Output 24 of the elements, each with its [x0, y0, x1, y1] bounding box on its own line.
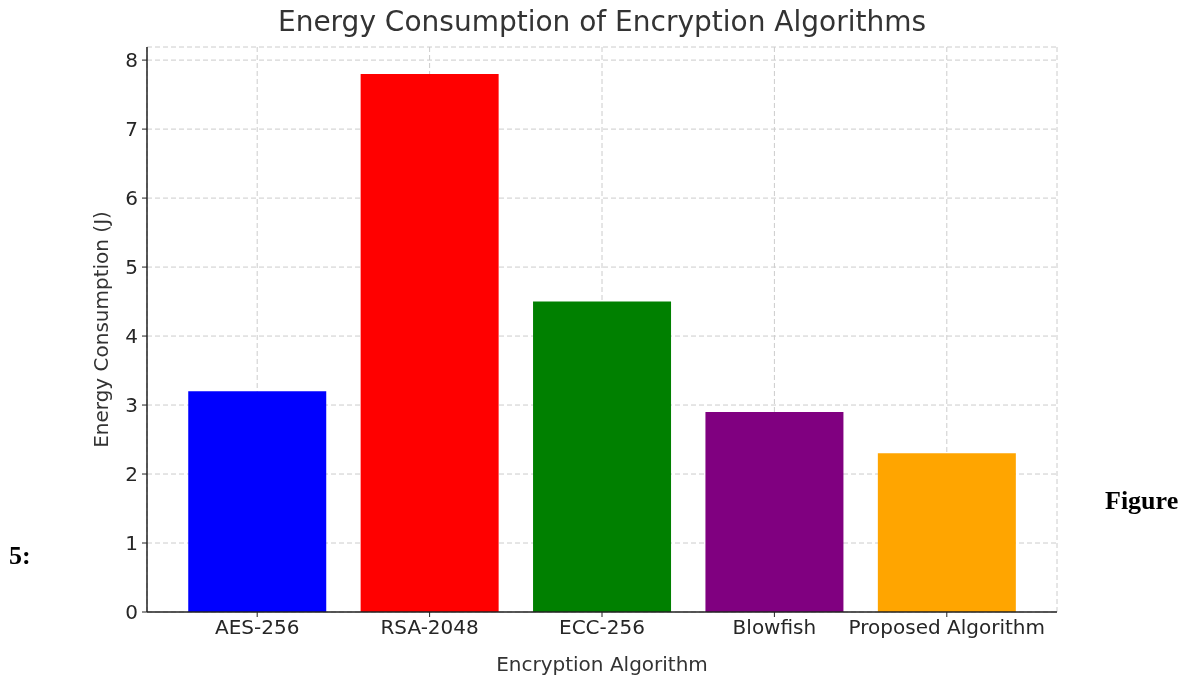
y-tick-label: 6	[125, 186, 138, 211]
bar	[533, 301, 672, 612]
y-axis-title: Energy Consumption (J)	[89, 211, 113, 448]
bar	[360, 73, 499, 612]
y-tick-label: 4	[125, 324, 138, 349]
y-tick-label: 8	[125, 48, 138, 73]
y-tick-label: 0	[125, 600, 138, 625]
y-tick-label: 7	[125, 117, 138, 142]
x-tick-label: RSA-2048	[380, 615, 479, 640]
y-tick-label: 3	[125, 393, 138, 418]
y-tick-label: 5	[125, 255, 138, 280]
y-tick-label: 2	[125, 462, 138, 487]
chart-title: Energy Consumption of Encryption Algorithms	[277, 5, 927, 38]
x-tick-label: AES-256	[215, 615, 300, 640]
bar	[705, 411, 844, 612]
bar	[877, 453, 1016, 612]
x-tick-label: Proposed Algorithm	[848, 615, 1045, 640]
x-tick-label: ECC-256	[559, 615, 645, 640]
x-axis-title: Encryption Algorithm	[496, 652, 708, 676]
x-tick-label: Blowfish	[732, 615, 817, 640]
text: 5:	[9, 541, 31, 570]
text: Figure	[1105, 486, 1179, 515]
y-tick-label: 1	[125, 531, 138, 556]
bar	[188, 391, 327, 612]
